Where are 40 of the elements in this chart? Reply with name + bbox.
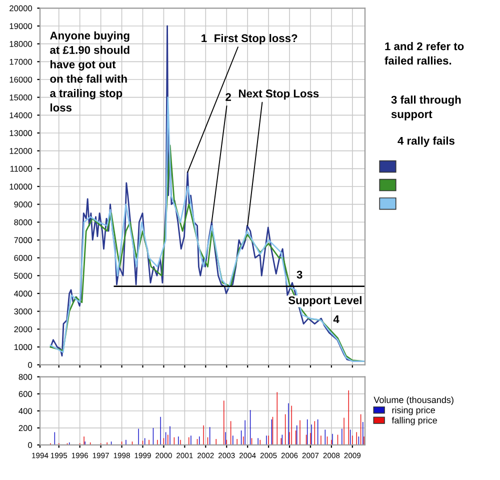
annotation: 2 (226, 93, 231, 101)
y-tick-label: 0 (28, 442, 32, 448)
y-tick-label: 4000 (14, 290, 32, 297)
legend-label: falling price (392, 416, 437, 426)
y-tick-label: 12000 (10, 148, 32, 154)
y-tick-label: 20000 (10, 5, 32, 12)
y-tick-label: 17000 (10, 58, 32, 65)
annotation: 4 (333, 315, 340, 324)
annotation: Anyone buying at £1.90 should have got out on the fall with a trailing stop loss (50, 31, 130, 112)
text: 3 fall through support (391, 96, 461, 120)
y-tick-label: 10000 (10, 184, 32, 190)
series-label: Support Level (288, 296, 362, 306)
y-tick-label: 8000 (14, 219, 32, 226)
y-tick-label: 800 (18, 374, 32, 380)
y-tick-label: 9000 (14, 202, 32, 208)
y-tick-label: 15000 (10, 94, 32, 100)
y-tick-label: 13000 (10, 130, 32, 136)
y-tick-label: 5000 (14, 272, 32, 279)
y-tick-label: 6000 (14, 255, 32, 261)
y-tick-label: 1000 (14, 344, 32, 350)
y-tick-label: 2000 (14, 326, 32, 332)
text: 1 and 2 refer to failed rallies. (384, 42, 464, 65)
legend-label: rising price (392, 406, 435, 416)
legend-title: Volume (thousands) (374, 396, 454, 405)
y-tick-label: 19000 (10, 23, 32, 30)
y-tick-label: 18000 (10, 41, 32, 47)
y-tick-label: 7000 (14, 237, 32, 244)
annotation: 3 (296, 270, 302, 279)
y-tick-label: 200 (18, 425, 32, 432)
annotation: 1 (202, 34, 207, 42)
y-tick-label: 600 (18, 391, 32, 397)
y-tick-label: 3000 (14, 308, 32, 314)
y-tick-label: 0 (28, 362, 32, 368)
y-tick-label: 16000 (10, 76, 32, 83)
y-tick-label: 400 (18, 408, 32, 414)
annotation: Next Stop Loss (238, 90, 319, 100)
y-tick-label: 11000 (10, 166, 32, 172)
text: 4 rally fails (398, 136, 454, 147)
y-tick-label: 14000 (10, 112, 32, 118)
annotation: First Stop loss? (214, 34, 298, 44)
